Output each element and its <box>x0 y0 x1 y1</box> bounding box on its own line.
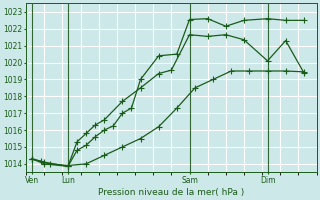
X-axis label: Pression niveau de la mer( hPa ): Pression niveau de la mer( hPa ) <box>98 188 244 197</box>
